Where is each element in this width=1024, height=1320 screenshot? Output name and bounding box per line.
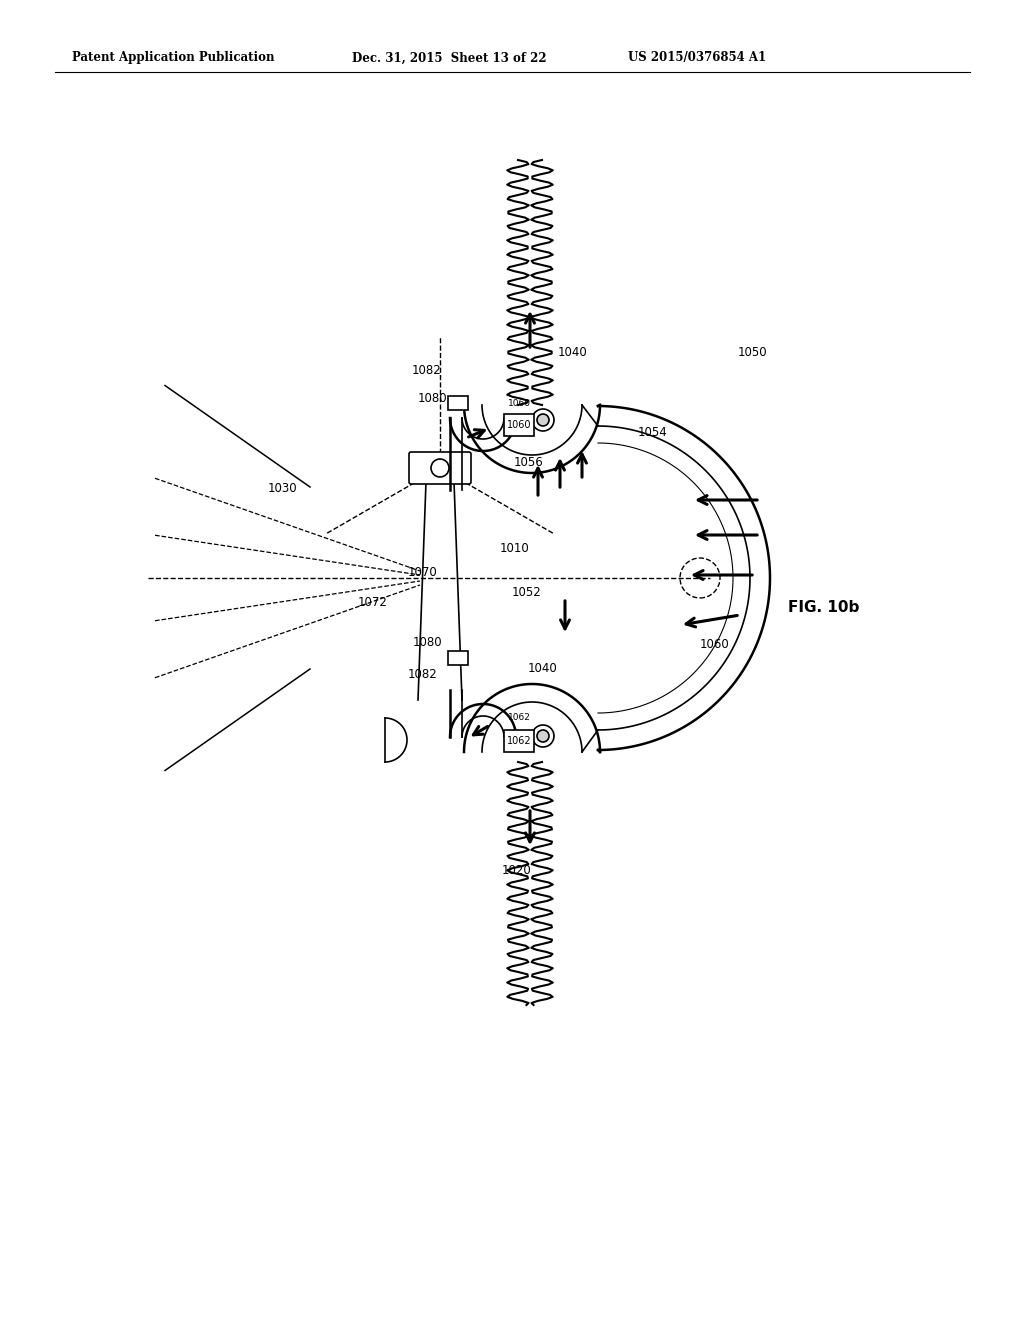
Text: 1054: 1054 xyxy=(638,425,668,438)
Text: 1060: 1060 xyxy=(508,399,530,408)
Text: 1030: 1030 xyxy=(268,482,298,495)
Text: 1080: 1080 xyxy=(413,635,442,648)
Circle shape xyxy=(537,730,549,742)
Text: 1060: 1060 xyxy=(700,639,730,652)
Text: 1060: 1060 xyxy=(507,420,531,430)
Text: 1052: 1052 xyxy=(512,586,542,598)
Text: 1080: 1080 xyxy=(418,392,447,404)
Text: 1070: 1070 xyxy=(408,565,437,578)
Text: 1010: 1010 xyxy=(500,541,529,554)
Text: US 2015/0376854 A1: US 2015/0376854 A1 xyxy=(628,51,766,65)
FancyBboxPatch shape xyxy=(449,396,468,411)
Text: Dec. 31, 2015  Sheet 13 of 22: Dec. 31, 2015 Sheet 13 of 22 xyxy=(352,51,547,65)
FancyBboxPatch shape xyxy=(449,651,468,665)
Text: 1062: 1062 xyxy=(508,714,530,722)
Text: 1020: 1020 xyxy=(502,863,531,876)
Circle shape xyxy=(532,725,554,747)
Circle shape xyxy=(431,459,449,477)
Text: 1040: 1040 xyxy=(528,661,558,675)
FancyBboxPatch shape xyxy=(504,730,534,752)
FancyBboxPatch shape xyxy=(409,451,471,484)
Text: 1062: 1062 xyxy=(507,737,531,746)
Text: 1072: 1072 xyxy=(358,595,388,609)
Text: 1050: 1050 xyxy=(738,346,768,359)
FancyBboxPatch shape xyxy=(504,414,534,436)
Text: 1082: 1082 xyxy=(412,363,441,376)
Text: 1040: 1040 xyxy=(558,346,588,359)
Text: Patent Application Publication: Patent Application Publication xyxy=(72,51,274,65)
Text: 1056: 1056 xyxy=(514,455,544,469)
Circle shape xyxy=(537,414,549,426)
Text: FIG. 10b: FIG. 10b xyxy=(788,601,859,615)
Circle shape xyxy=(532,409,554,432)
Text: 1082: 1082 xyxy=(408,668,437,681)
